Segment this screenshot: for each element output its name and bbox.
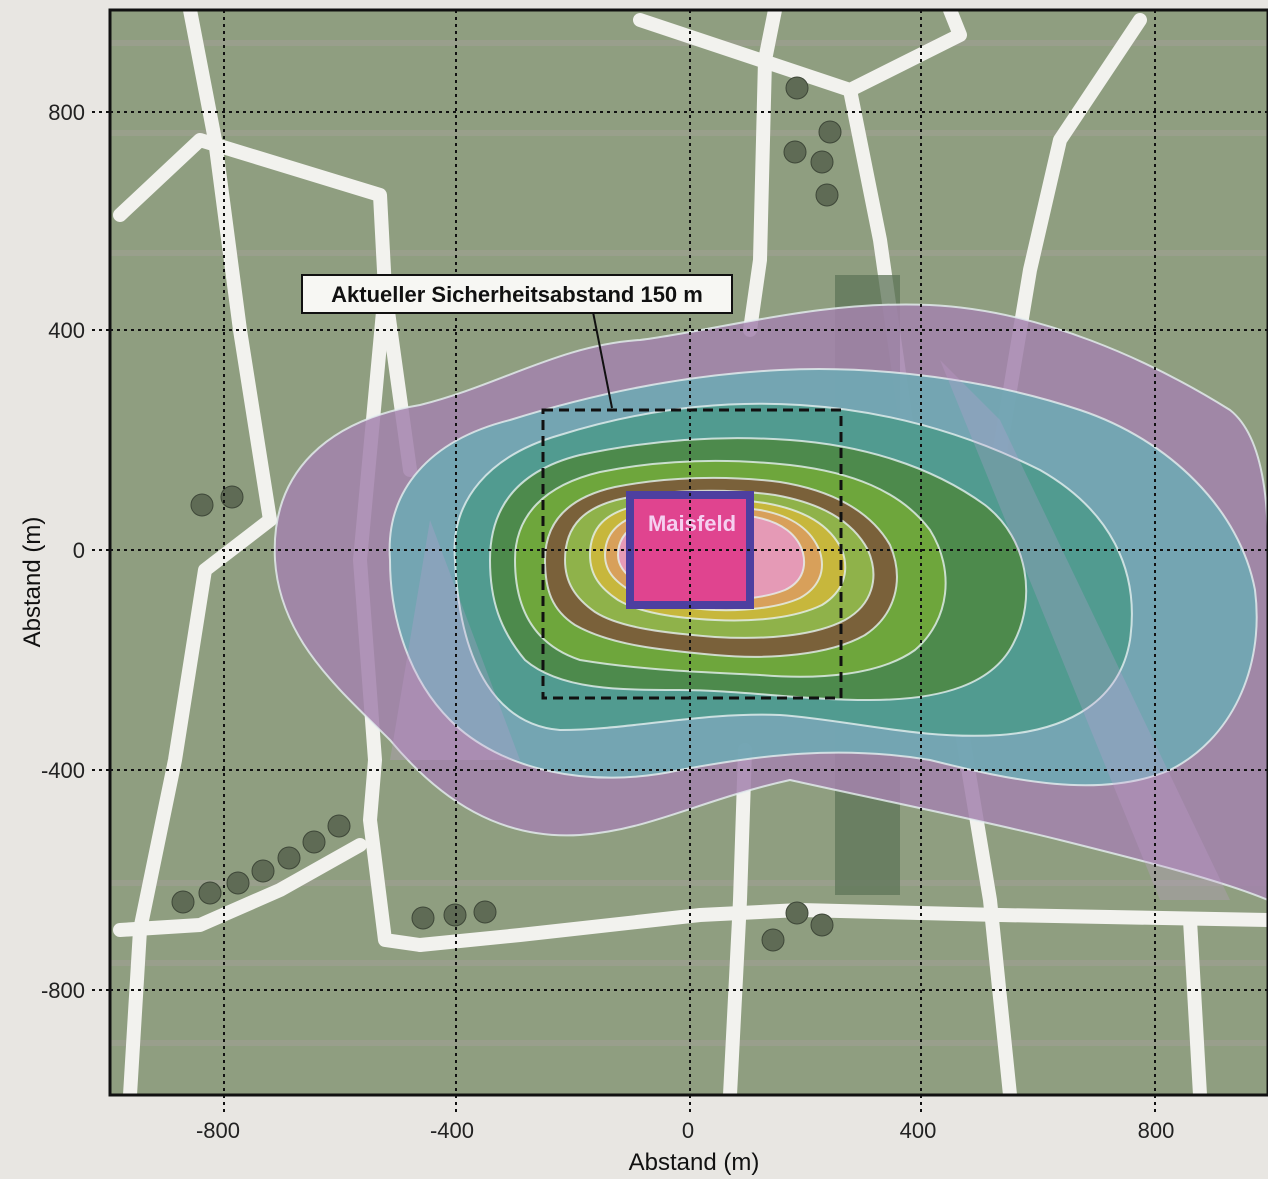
tree xyxy=(810,150,834,174)
road-north-loop xyxy=(113,133,417,477)
roads xyxy=(113,10,1268,1095)
road-west-north xyxy=(123,10,277,1095)
tree xyxy=(473,900,497,924)
tree xyxy=(220,485,244,509)
tree xyxy=(171,890,195,914)
x-tick-label: -800 xyxy=(196,1118,240,1143)
x-tick-label: 800 xyxy=(1138,1118,1175,1143)
callout-label: Aktueller Sicherheitsabstand 150 m xyxy=(331,282,703,307)
tree xyxy=(198,881,222,905)
tree xyxy=(818,120,842,144)
tree xyxy=(785,76,809,100)
tree xyxy=(815,183,839,207)
road-southwest xyxy=(113,838,367,937)
road-central-north xyxy=(743,10,782,337)
corn-field-label: Maisfeld xyxy=(648,511,736,536)
tree xyxy=(302,830,326,854)
y-tick-label: 400 xyxy=(48,318,85,343)
tick-marks xyxy=(92,111,1156,1112)
y-axis-title: Abstand (m) xyxy=(19,517,46,648)
callout-leader xyxy=(592,311,613,409)
y-tick-label: -400 xyxy=(41,758,85,783)
tree xyxy=(761,928,785,952)
grid-lines xyxy=(110,10,1268,1095)
tree xyxy=(783,140,807,164)
y-tick-label: 0 xyxy=(73,538,85,563)
y-tick-label: -800 xyxy=(41,978,85,1003)
x-axis-title: Abstand (m) xyxy=(629,1149,760,1176)
tree xyxy=(810,913,834,937)
road-south-stem xyxy=(723,743,752,1095)
tree xyxy=(226,871,250,895)
callout-box xyxy=(301,274,733,314)
tree xyxy=(251,859,275,883)
y-tick-label: 800 xyxy=(48,100,85,125)
tree xyxy=(411,906,435,930)
x-tick-label: -400 xyxy=(430,1118,474,1143)
safety-distance-box xyxy=(541,408,843,700)
trees xyxy=(171,76,842,952)
road-northeast xyxy=(633,10,967,97)
tree xyxy=(277,846,301,870)
x-tick-label: 0 xyxy=(682,1118,694,1143)
road-southeast xyxy=(1183,913,1207,1095)
tree xyxy=(785,901,809,925)
road-south xyxy=(413,903,1268,952)
tree xyxy=(327,814,351,838)
x-tick-label: 400 xyxy=(900,1118,937,1143)
tree xyxy=(190,493,214,517)
